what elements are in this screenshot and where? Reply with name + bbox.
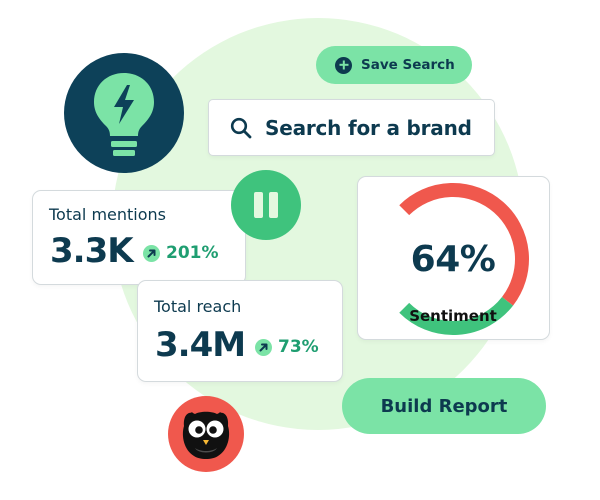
stat-value: 3.4M xyxy=(155,325,246,365)
stat-change: 73% xyxy=(255,337,319,357)
total-mentions-card: Total mentions 3.3K 201% xyxy=(32,190,246,285)
stat-change: 201% xyxy=(143,243,219,263)
search-icon xyxy=(230,117,252,138)
search-input[interactable]: Search for a brand xyxy=(208,99,495,156)
pause-icon-bar xyxy=(269,192,278,218)
plus-circle-icon xyxy=(335,56,352,74)
pause-icon xyxy=(254,192,263,218)
lightbulb-icon xyxy=(94,73,154,156)
sentiment-card: 64% Sentiment xyxy=(357,176,550,340)
save-search-button[interactable]: Save Search xyxy=(316,46,472,84)
search-text: Search for a brand xyxy=(265,115,472,140)
stat-change-value: 201% xyxy=(166,243,219,263)
total-reach-card: Total reach 3.4M 73% xyxy=(137,280,343,382)
lightbulb-badge xyxy=(64,53,184,173)
gauge-positive-arc xyxy=(399,296,514,335)
stat-label: Total mentions xyxy=(49,205,167,224)
save-search-label: Save Search xyxy=(361,57,455,73)
arrow-up-right-icon xyxy=(255,338,272,356)
arrow-up-right-icon xyxy=(143,244,160,262)
pause-badge xyxy=(231,170,301,240)
sentiment-value: 64% xyxy=(410,239,496,280)
sentiment-label: Sentiment xyxy=(409,307,497,325)
stat-label: Total reach xyxy=(154,297,242,316)
build-report-button[interactable]: Build Report xyxy=(342,378,546,434)
owl-logo xyxy=(168,396,244,472)
sentiment-gauge xyxy=(399,183,529,335)
stat-change-value: 73% xyxy=(278,337,319,357)
stat-value: 3.3K xyxy=(50,231,134,271)
gauge-negative-arc xyxy=(399,183,529,306)
